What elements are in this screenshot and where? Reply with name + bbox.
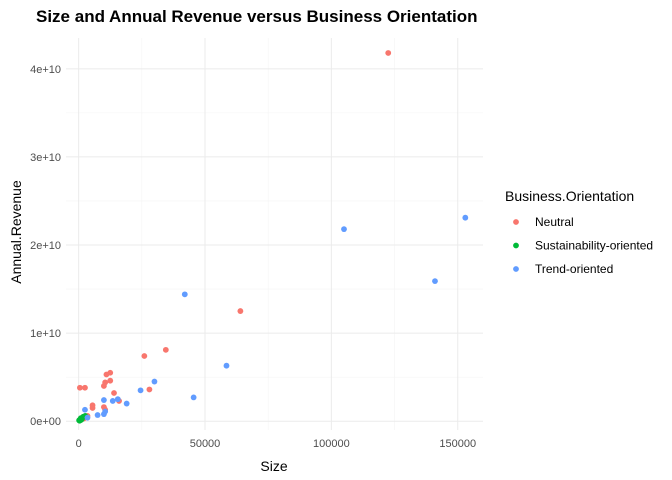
x-tick-label: 150000 [439,438,476,450]
data-point [89,405,96,411]
y-axis-ticks: 0e+00 1e+10 2e+10 3e+10 4e+10 [30,64,61,428]
data-point [223,362,230,369]
data-point [82,406,88,413]
data-point [78,416,85,423]
data-point [162,346,169,353]
x-axis-ticks: 0 50000 100000 150000 [76,438,477,450]
data-point [84,414,91,421]
data-point [94,412,101,418]
x-axis-title: Size [260,458,287,474]
data-point [111,390,117,396]
data-point [101,397,107,403]
legend-label: Sustainability-oriented [535,239,653,253]
data-point [107,377,114,384]
data-point [190,394,197,401]
chart-title: Size and Annual Revenue versus Business … [36,7,478,26]
y-tick-label: 3e+10 [30,152,61,164]
legend-label: Neutral [535,215,574,229]
data-point [385,50,392,56]
y-tick-label: 0e+00 [30,416,61,428]
data-point [103,371,110,378]
data-point [82,384,88,391]
data-point [146,386,153,393]
data-point [137,387,144,394]
legend-key [513,266,519,272]
data-point [151,378,158,385]
data-point [101,411,107,418]
series-neutral [77,50,392,422]
plot-grid [66,38,483,430]
legend-label: Trend-oriented [535,262,613,276]
data-point [432,278,438,285]
data-point [341,226,347,233]
data-point [181,291,188,298]
x-tick-label: 0 [76,438,82,450]
legend-key [513,219,519,225]
data-point [109,398,116,404]
data-point [462,214,469,221]
data-point [141,353,148,359]
x-tick-label: 100000 [313,438,350,450]
data-point [101,383,107,389]
data-point [77,384,83,391]
legend-key [513,242,519,249]
legend: Business.Orientation Neutral Sustainabili… [505,188,653,276]
y-tick-label: 4e+10 [30,64,61,76]
x-tick-label: 50000 [190,438,221,450]
series-trend-oriented [82,214,469,421]
data-point [123,400,130,407]
data-point [237,308,244,314]
y-axis-title: Annual.Revenue [8,180,24,284]
y-tick-label: 1e+10 [30,328,61,340]
legend-title: Business.Orientation [505,188,634,204]
data-points [76,50,469,424]
data-point [114,396,121,403]
y-tick-label: 2e+10 [30,240,61,252]
